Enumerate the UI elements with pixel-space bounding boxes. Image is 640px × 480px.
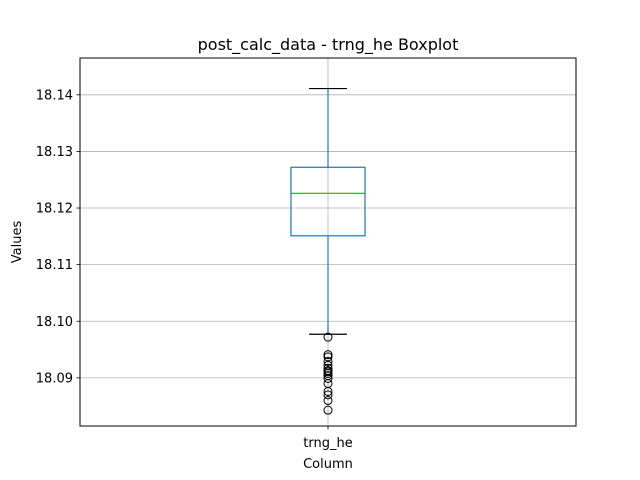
y-tick-label: 18.14 [36, 88, 73, 103]
y-tick-label: 18.10 [36, 315, 73, 330]
chart-title: post_calc_data - trng_he Boxplot [198, 35, 459, 55]
outlier-point [323, 363, 333, 373]
x-tick-label: trng_he [303, 436, 352, 451]
iqr-box [290, 166, 366, 237]
y-axis-label: Values [10, 221, 25, 264]
outlier-point [323, 368, 333, 378]
x-axis-label: Column [303, 457, 353, 472]
box-layer [290, 87, 366, 415]
outlier-point [323, 350, 333, 360]
outlier-point [323, 356, 333, 366]
outlier-point [323, 386, 333, 396]
tick-layer: 18.09 18.10 18.11 18.12 18.13 18.14 trng_he [36, 88, 353, 451]
outlier-point [323, 390, 333, 400]
outlier-point [323, 396, 333, 406]
y-tick-label: 18.13 [36, 145, 73, 160]
y-tick-label: 18.09 [36, 371, 73, 386]
outlier-point [323, 332, 333, 342]
outlier-point [323, 405, 333, 415]
y-tick-label: 18.12 [36, 202, 73, 217]
outlier-point [323, 373, 333, 383]
y-tick-label: 18.11 [36, 258, 73, 273]
